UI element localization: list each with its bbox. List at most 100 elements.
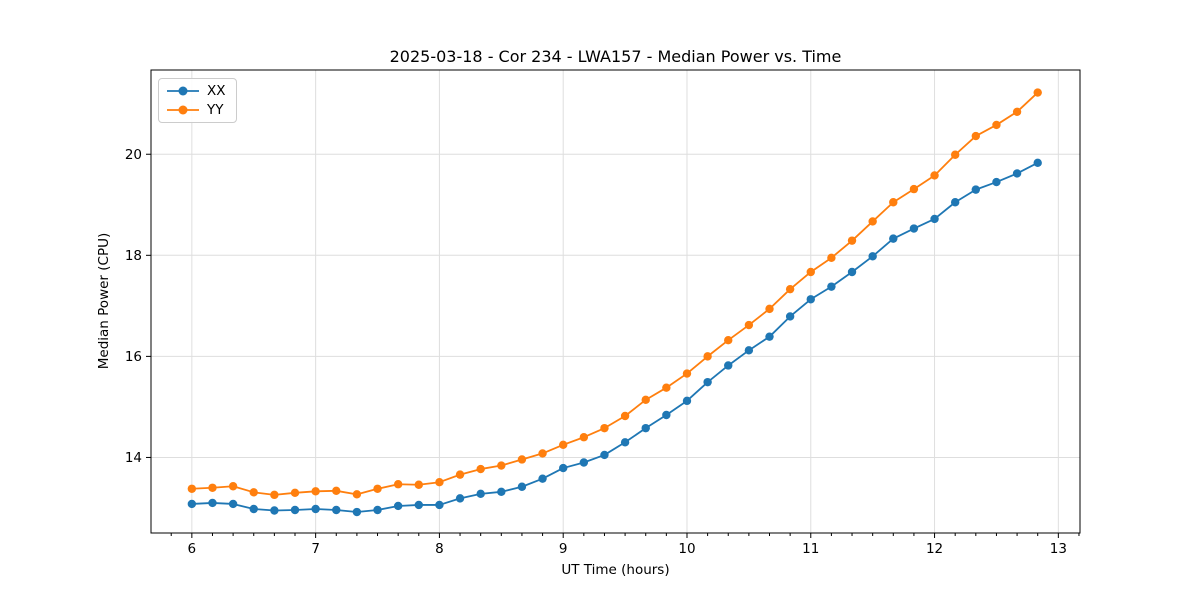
data-point-xx — [889, 234, 898, 243]
data-point-yy — [249, 488, 258, 497]
data-point-xx — [868, 252, 877, 261]
y-axis-label: Median Power (CPU) — [96, 232, 112, 370]
data-point-xx — [311, 504, 320, 514]
data-point-yy — [228, 482, 238, 491]
data-point-xx — [1012, 169, 1022, 178]
data-point-xx — [187, 499, 197, 509]
data-point-yy — [332, 486, 341, 496]
data-point-xx — [971, 185, 981, 194]
data-point-yy — [641, 395, 650, 405]
data-point-xx — [249, 504, 258, 514]
data-point-yy — [414, 480, 423, 489]
data-point-yy — [827, 253, 836, 263]
data-point-yy — [1012, 107, 1022, 116]
data-point-yy — [579, 433, 589, 442]
data-point-xx — [559, 463, 568, 473]
data-point-xx — [620, 438, 630, 447]
data-point-yy — [785, 284, 795, 294]
legend-item-xx: XX — [166, 83, 226, 99]
x-tick-label: 12 — [926, 541, 943, 557]
data-point-yy — [765, 304, 774, 314]
data-point-yy — [476, 464, 485, 474]
data-point-yy — [187, 484, 197, 493]
legend-line-sample-icon — [167, 86, 199, 96]
data-point-yy — [352, 490, 362, 499]
plot-frame — [150, 69, 1081, 534]
y-tick-label: 16 — [125, 349, 142, 365]
x-tick-label: 6 — [188, 541, 197, 557]
data-point-yy — [662, 383, 671, 392]
series-line-xx — [191, 162, 1039, 513]
legend-item-yy: YY — [166, 102, 226, 118]
data-point-yy — [806, 267, 815, 277]
legend-label: XX — [207, 83, 226, 99]
data-point-xx — [579, 458, 589, 467]
data-point-xx — [827, 282, 836, 291]
data-point-xx — [497, 487, 506, 497]
data-point-yy — [909, 184, 919, 194]
legend: XX YY — [158, 78, 237, 123]
data-point-yy — [992, 120, 1001, 130]
data-point-yy — [435, 478, 444, 487]
data-point-xx — [208, 498, 217, 508]
data-point-xx — [290, 505, 300, 515]
data-point-xx — [393, 501, 403, 511]
x-tick-label: 7 — [311, 541, 320, 557]
data-point-yy — [373, 484, 382, 493]
data-point-yy — [868, 217, 877, 226]
data-point-yy — [517, 455, 527, 464]
data-point-yy — [290, 488, 300, 498]
data-point-xx — [538, 474, 547, 483]
data-point-yy — [682, 369, 692, 378]
x-tick-label: 11 — [802, 541, 819, 557]
series-line-yy — [191, 91, 1039, 496]
data-point-yy — [311, 487, 320, 496]
data-point-yy — [971, 131, 981, 141]
data-point-yy — [620, 411, 630, 421]
data-point-xx — [806, 295, 815, 304]
data-point-xx — [1033, 158, 1042, 168]
chart-title: 2025-03-18 - Cor 234 - LWA157 - Median P… — [389, 47, 842, 66]
data-point-yy — [930, 171, 939, 180]
data-point-yy — [703, 352, 712, 361]
x-axis-label: UT Time (hours) — [561, 562, 670, 578]
data-point-xx — [455, 494, 465, 503]
x-tick-label: 10 — [678, 541, 695, 557]
x-tick-label: 9 — [559, 541, 568, 557]
data-point-xx — [785, 312, 795, 321]
data-point-xx — [909, 224, 919, 233]
data-point-xx — [847, 267, 857, 277]
data-point-xx — [332, 505, 341, 515]
data-point-xx — [270, 506, 279, 515]
data-point-xx — [992, 177, 1001, 187]
data-point-xx — [435, 500, 444, 510]
data-point-yy — [847, 236, 857, 245]
data-point-xx — [703, 377, 712, 387]
data-point-yy — [455, 470, 465, 479]
data-point-xx — [517, 482, 527, 491]
data-point-yy — [559, 440, 568, 450]
data-point-yy — [497, 461, 506, 470]
data-point-yy — [889, 198, 898, 207]
x-tick-label: 8 — [435, 541, 444, 557]
data-point-xx — [414, 500, 423, 510]
data-point-xx — [641, 423, 650, 433]
legend-line-sample-icon — [167, 105, 199, 115]
data-point-xx — [765, 332, 774, 341]
y-tick-label: 18 — [125, 248, 142, 264]
data-point-xx — [600, 450, 609, 460]
data-point-yy — [270, 490, 279, 500]
y-tick-label: 20 — [125, 147, 142, 163]
data-point-yy — [724, 336, 733, 345]
data-point-yy — [208, 483, 217, 492]
data-point-yy — [600, 423, 609, 433]
data-point-xx — [352, 507, 362, 517]
data-point-xx — [228, 499, 238, 509]
legend-label: YY — [207, 102, 224, 118]
data-point-yy — [744, 320, 754, 330]
data-point-xx — [724, 361, 733, 370]
data-point-yy — [1033, 88, 1042, 97]
data-point-xx — [930, 214, 939, 224]
